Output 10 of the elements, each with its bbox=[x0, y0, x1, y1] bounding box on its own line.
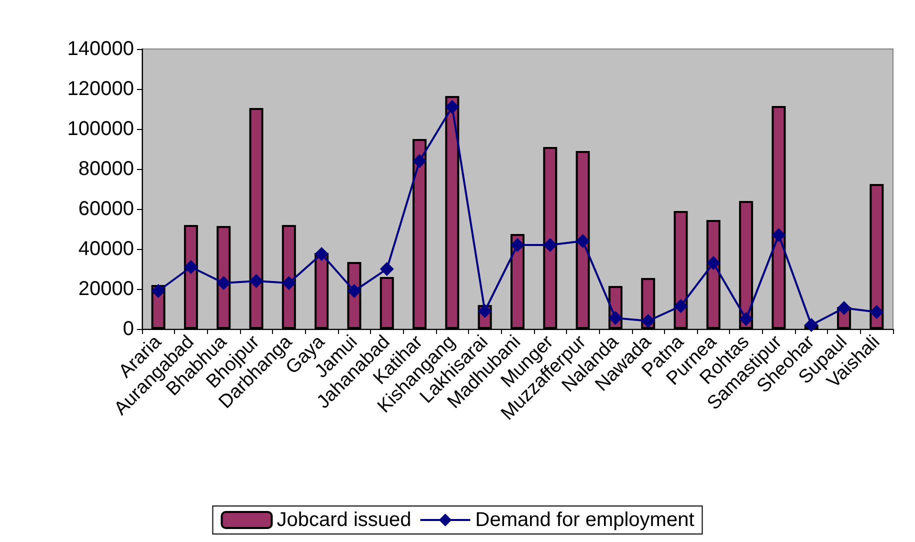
y-tick-label: 0 bbox=[122, 318, 134, 340]
y-tick-label: 120000 bbox=[67, 78, 134, 100]
y-tick-label: 60000 bbox=[78, 198, 134, 220]
y-tick-label: 100000 bbox=[67, 118, 134, 140]
y-tick-label: 80000 bbox=[78, 158, 134, 180]
y-tick-label: 140000 bbox=[67, 38, 134, 60]
y-tick-label: 20000 bbox=[78, 278, 134, 300]
y-tick-label: 40000 bbox=[78, 238, 134, 260]
legend-label: Demand for employment bbox=[475, 509, 695, 531]
legend-label: Jobcard issued bbox=[276, 509, 412, 531]
